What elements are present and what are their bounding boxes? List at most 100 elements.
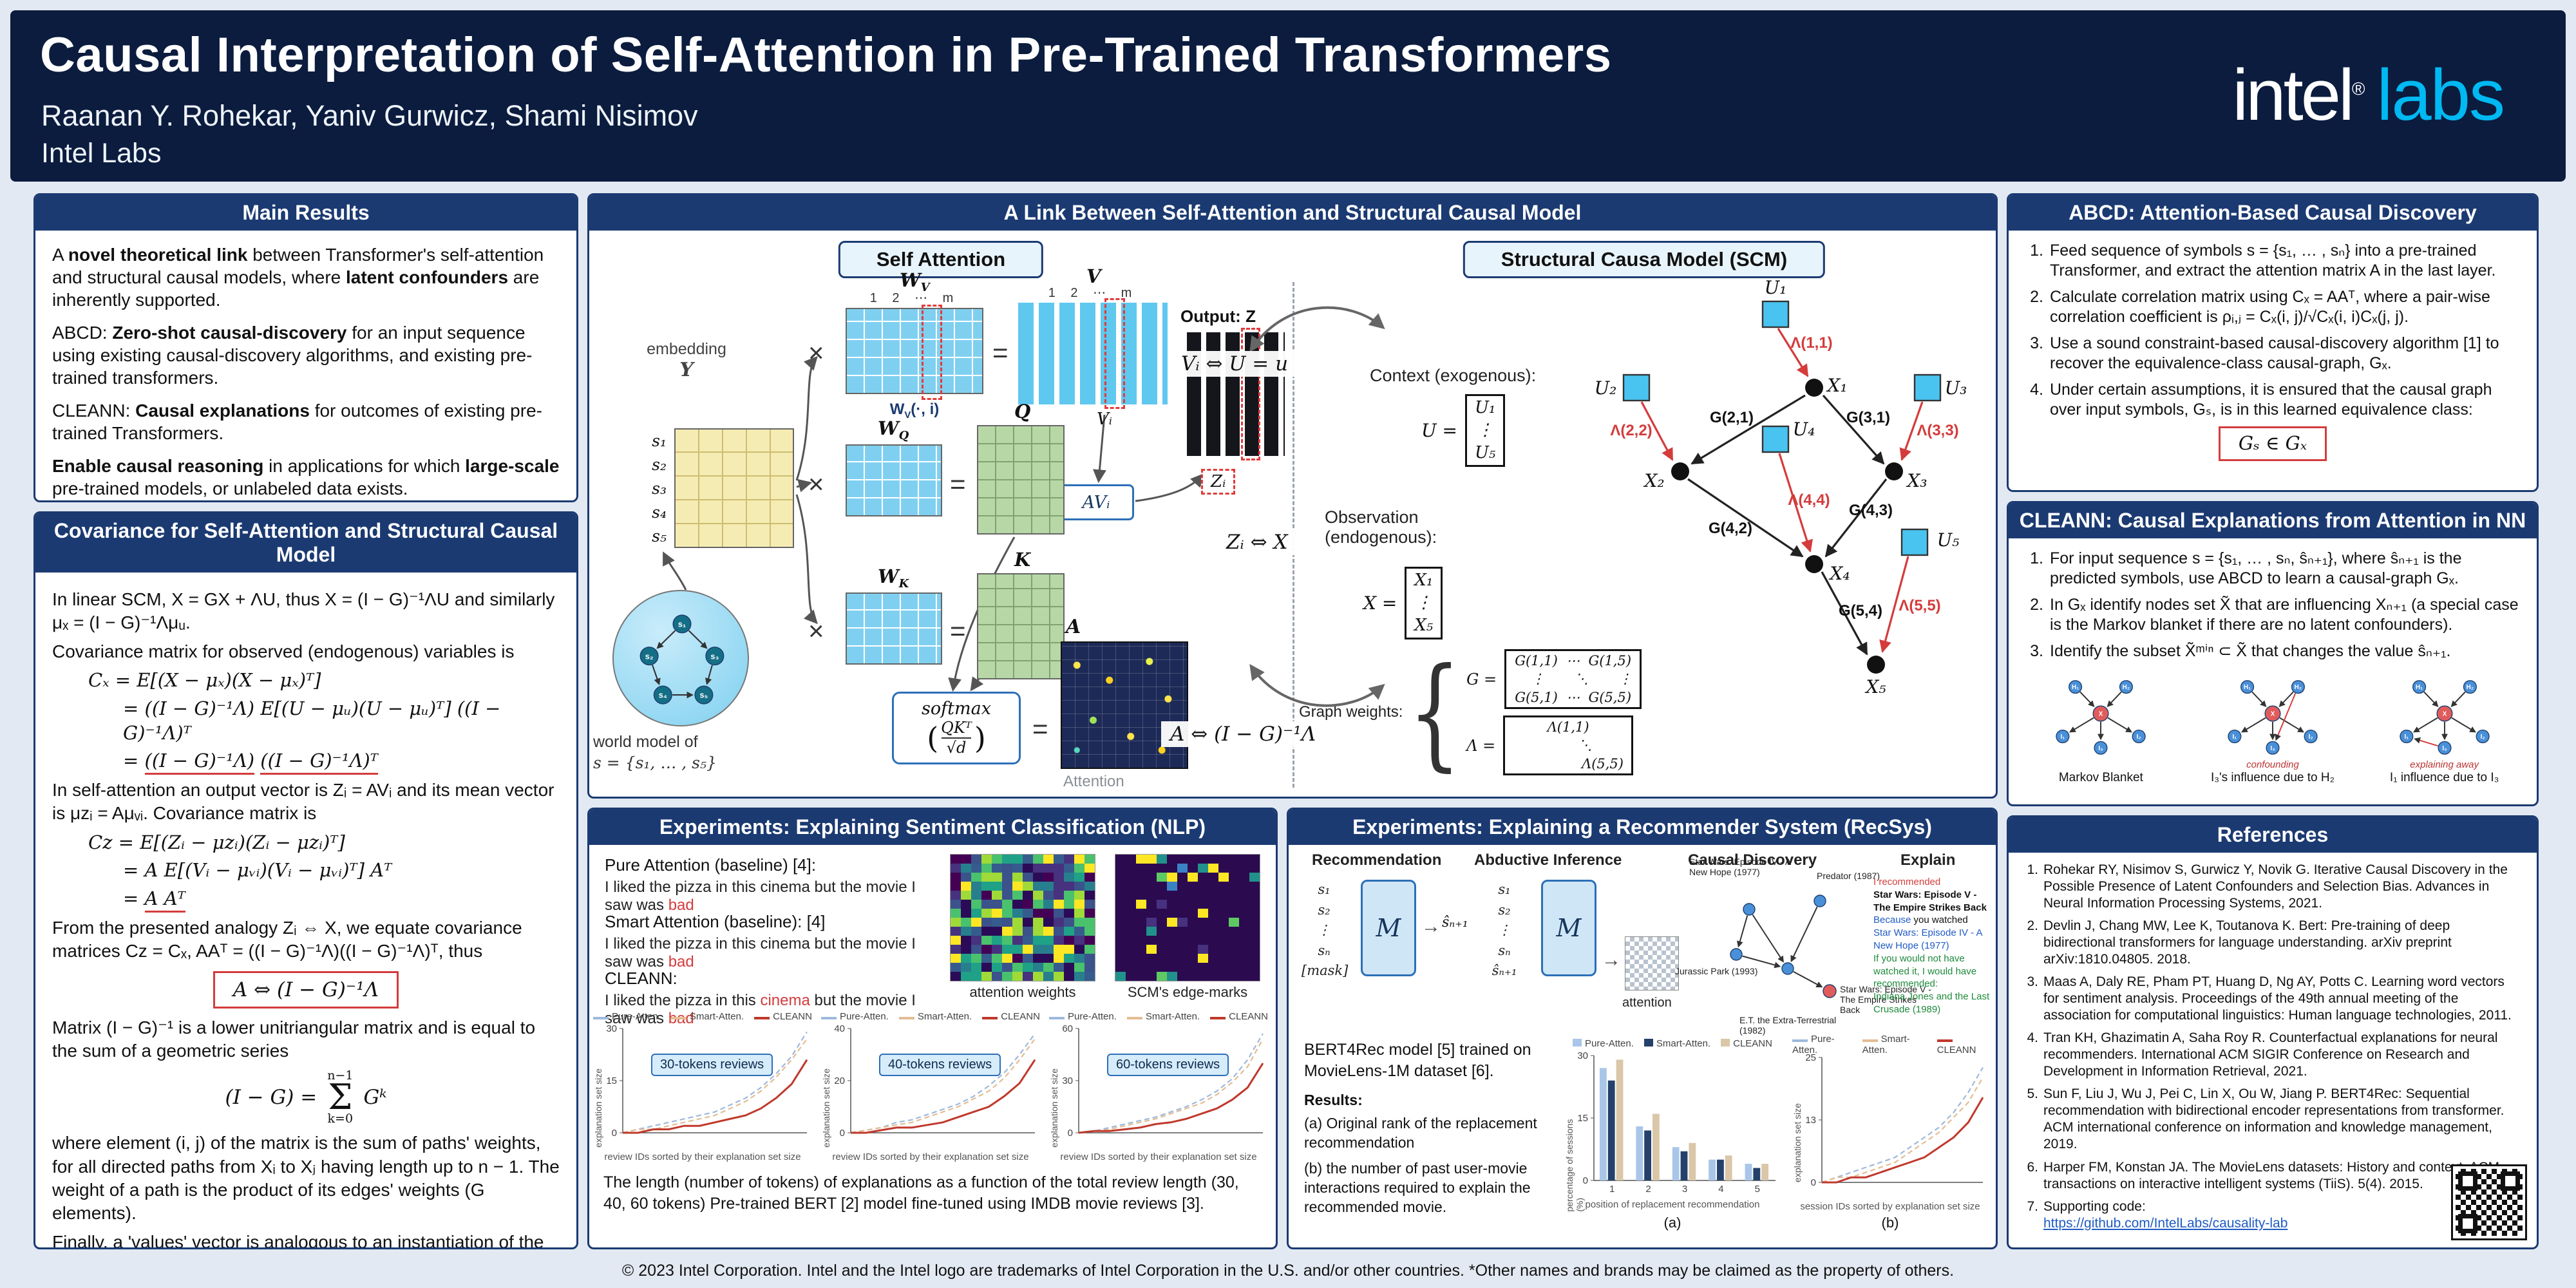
- avi-box: AVᵢ: [1058, 484, 1134, 520]
- svg-text:X₂: X₂: [1643, 470, 1664, 491]
- cleann-title: CLEANN: Causal Explanations from Attenti…: [2009, 503, 2537, 538]
- brace: {: [1408, 641, 1462, 784]
- embedding-label: embedding Y: [647, 340, 726, 381]
- references-title: References: [2009, 817, 2537, 853]
- movie-label: Predator (1987): [1817, 871, 1880, 881]
- svg-text:U₄: U₄: [1793, 419, 1815, 440]
- embedding-matrix: [674, 428, 794, 548]
- svg-text:U₁: U₁: [1765, 278, 1787, 298]
- sigma-sum: n−1 Σ k=0: [327, 1068, 354, 1126]
- main-results-body: A novel theoretical link between Transfo…: [35, 231, 576, 500]
- scm-edge-marks-heatmap: [1115, 854, 1260, 981]
- v-matrix: [1018, 298, 1168, 409]
- covariance-paragraph: Matrix (I − G)⁻¹ is a lower unitriangula…: [52, 1017, 536, 1061]
- observation-label: Observation (endogenous):: [1325, 507, 1437, 547]
- markov-blanket-graph: H₁ H₂ X I₁ I₂ I₃ Markov Blanket: [2020, 670, 2181, 785]
- k-matrix: [977, 573, 1065, 679]
- supporting-code-link[interactable]: https://github.com/IntelLabs/causality-l…: [2043, 1215, 2288, 1231]
- svg-text:20: 20: [834, 1075, 845, 1086]
- svg-text:15: 15: [606, 1075, 617, 1086]
- labs-wordmark: labs: [2376, 55, 2505, 135]
- movie-label: E.T. the Extra-Terrestrial (1982): [1739, 1015, 1837, 1036]
- panel-cleann: CLEANN: Causal Explanations from Attenti…: [2007, 501, 2539, 806]
- svg-text:Λ(3,3): Λ(3,3): [1917, 422, 1958, 439]
- col-explain: Explain: [1900, 851, 1956, 869]
- x-vector: X = X₁ ⋮ X₅: [1363, 567, 1443, 640]
- reference-item: 4. Tran KH, Ghazimatin A, Saha Roy R. Cou…: [2027, 1030, 2498, 1079]
- output-label: Output: Z: [1180, 307, 1256, 326]
- softmax-box: softmax ( QKᵀ √d ): [892, 692, 1021, 764]
- equation-cx: Cₓ = E[(X − μₓ)(X − μₓ)ᵀ]: [88, 669, 321, 692]
- sub-label-b: (b): [1881, 1215, 1899, 1231]
- nlp-chart-40-tokens: Pure-Atten. Smart-Atten. CLEANN 0 20 40 review…: [821, 1011, 1040, 1163]
- panel-references: References 1. Rohekar RY, Nisimov S, Gurw…: [2007, 815, 2539, 1249]
- equals-operator: =: [950, 469, 966, 499]
- covariance-title: Covariance for Self-Attention and Struct…: [35, 513, 576, 573]
- svg-text:X: X: [2271, 711, 2275, 718]
- movie-label: Star Wars: Episode IV - A New Hope (1977…: [1689, 857, 1791, 878]
- reference-item: 7. Supporting code: https://github.com/I…: [2027, 1198, 2288, 1231]
- u-vector: U = U₁ ⋮ U₅: [1421, 394, 1506, 468]
- svg-text:s₃: s₃: [710, 651, 719, 661]
- nlp-chart-30-chip: 30-tokens reviews: [651, 1054, 773, 1076]
- attention-weights-heatmap: [950, 854, 1095, 981]
- a-label: A: [1066, 616, 1081, 638]
- svg-text:H₁: H₁: [2416, 684, 2423, 691]
- panel-recsys-experiments: Experiments: Explaining a Recommender Sy…: [1287, 808, 1998, 1249]
- covariance-paragraph: In linear SCM, X = GX + ΛU, thus X = (I …: [52, 589, 555, 633]
- reference-item: 3. Maas A, Daly RE, Pham PT, Huang D, Ng …: [2027, 974, 2512, 1023]
- input-stack-2: s₁ s₂ ⋮ sₙ ŝₙ₊₁: [1492, 882, 1517, 978]
- poster-header: Causal Interpretation of Self-Attention …: [10, 10, 2566, 182]
- svg-text:s₄: s₄: [659, 690, 667, 700]
- sequence-labels: s₁ s₂ s₃ s₄ s₅: [652, 431, 667, 545]
- world-model-circle: s₁ s₂ s₃ s₄ s₅: [612, 590, 749, 726]
- svg-text:X: X: [2099, 711, 2103, 718]
- svg-text:G(4,2): G(4,2): [1709, 520, 1752, 537]
- equation-cz-2: = A E[(Vᵢ − μᵥᵢ)(Vᵢ − μᵥᵢ)ᵀ] Aᵀ: [123, 859, 392, 882]
- input-stack-1: s₁ s₂ ⋮ sₙ [mask]: [1302, 882, 1349, 978]
- svg-text:15: 15: [1577, 1113, 1588, 1124]
- recsys-body: Recommendation Abductive Inference Causa…: [1289, 846, 1996, 1247]
- explaining-away-graph: H₁ H₂ X I₁ I₂ I₃ explaining away I₁ influence…: [2364, 670, 2525, 785]
- attention-matrix: [1061, 641, 1188, 769]
- poster-authors: Raanan Y. Rohekar, Yaniv Gurwicz, Shami …: [41, 99, 698, 132]
- confounding-graph: H₁ H₂ X I₁ I₂ I₃ confounding I₃'s influence d…: [2192, 670, 2353, 785]
- abcd-body: 1. Feed sequence of symbols s = {s₁, … , …: [2009, 231, 2537, 473]
- recsys-model-note: BERT4Rec model [5] trained on MovieLens-…: [1304, 1041, 1531, 1080]
- svg-text:I₂: I₂: [2137, 734, 2141, 741]
- equation-cx-2: = ((I − G)⁻¹Λ) E[(U − μᵤ)(U − μᵤ)ᵀ] ((I …: [123, 697, 501, 744]
- main-results-item: ABCD: Zero-shot causal-discovery for an …: [52, 323, 533, 388]
- svg-text:H₁: H₁: [2072, 684, 2079, 691]
- graph-weights: Graph weights: { G = G(1,1) ⋯ G(1,5) ⋮ ⋱…: [1299, 641, 1642, 783]
- svg-text:1: 1: [1609, 1184, 1615, 1195]
- exchange-mid: Zᵢ ⇔ X: [1217, 529, 1297, 555]
- svg-text:H₂: H₂: [2466, 684, 2473, 691]
- poster-affiliation: Intel Labs: [41, 138, 162, 169]
- wv-selected-column: [922, 305, 942, 400]
- col-recommendation: Recommendation: [1312, 851, 1442, 869]
- smart-attention-label: Smart Attention (baseline): [4]: [605, 912, 826, 931]
- svg-text:G(5,4): G(5,4): [1839, 602, 1882, 620]
- experiments-row: Experiments: Explaining Sentiment Classi…: [587, 808, 1998, 1249]
- intel-wordmark: intel: [2232, 55, 2354, 135]
- predicted-symbol: ŝₙ₊₁: [1442, 914, 1468, 931]
- result-b: (b) the number of past user-movie intera…: [1304, 1160, 1531, 1215]
- nlp-caption: The length (number of tokens) of explana…: [603, 1173, 1239, 1213]
- cleann-sentence: I liked the pizza in this cinema but the…: [605, 992, 916, 1027]
- equation-cz: Cz = E[(Zᵢ − μzᵢ)(Zᵢ − μzᵢ)ᵀ]: [88, 831, 345, 853]
- svg-text:X₃: X₃: [1906, 470, 1927, 491]
- svg-text:H₁: H₁: [2244, 684, 2251, 691]
- world-model-caption: world model of s = {s₁, … , s₅}: [593, 733, 717, 772]
- intel-labs-logo: intel® labs: [2232, 59, 2505, 131]
- exchange-top: Vᵢ ⇔ U = u: [1172, 351, 1298, 377]
- svg-text:0: 0: [1583, 1175, 1588, 1186]
- svg-text:I₃: I₃: [2270, 745, 2275, 752]
- wq-matrix: [846, 444, 942, 516]
- svg-text:I₁: I₁: [2061, 734, 2065, 741]
- reference-item: 1. Rohekar RY, Nisimov S, Gurwicz Y, Novi…: [2027, 862, 2508, 911]
- panel-nlp-experiments: Experiments: Explaining Sentiment Classi…: [587, 808, 1278, 1249]
- times-operator: ×: [808, 616, 824, 646]
- smart-attention-sentence: I liked the pizza in this cinema but the…: [605, 935, 916, 971]
- movie-label: Star Wars: Episode V - The Empire Strike…: [1840, 984, 1931, 1016]
- svg-text:X: X: [2442, 711, 2447, 718]
